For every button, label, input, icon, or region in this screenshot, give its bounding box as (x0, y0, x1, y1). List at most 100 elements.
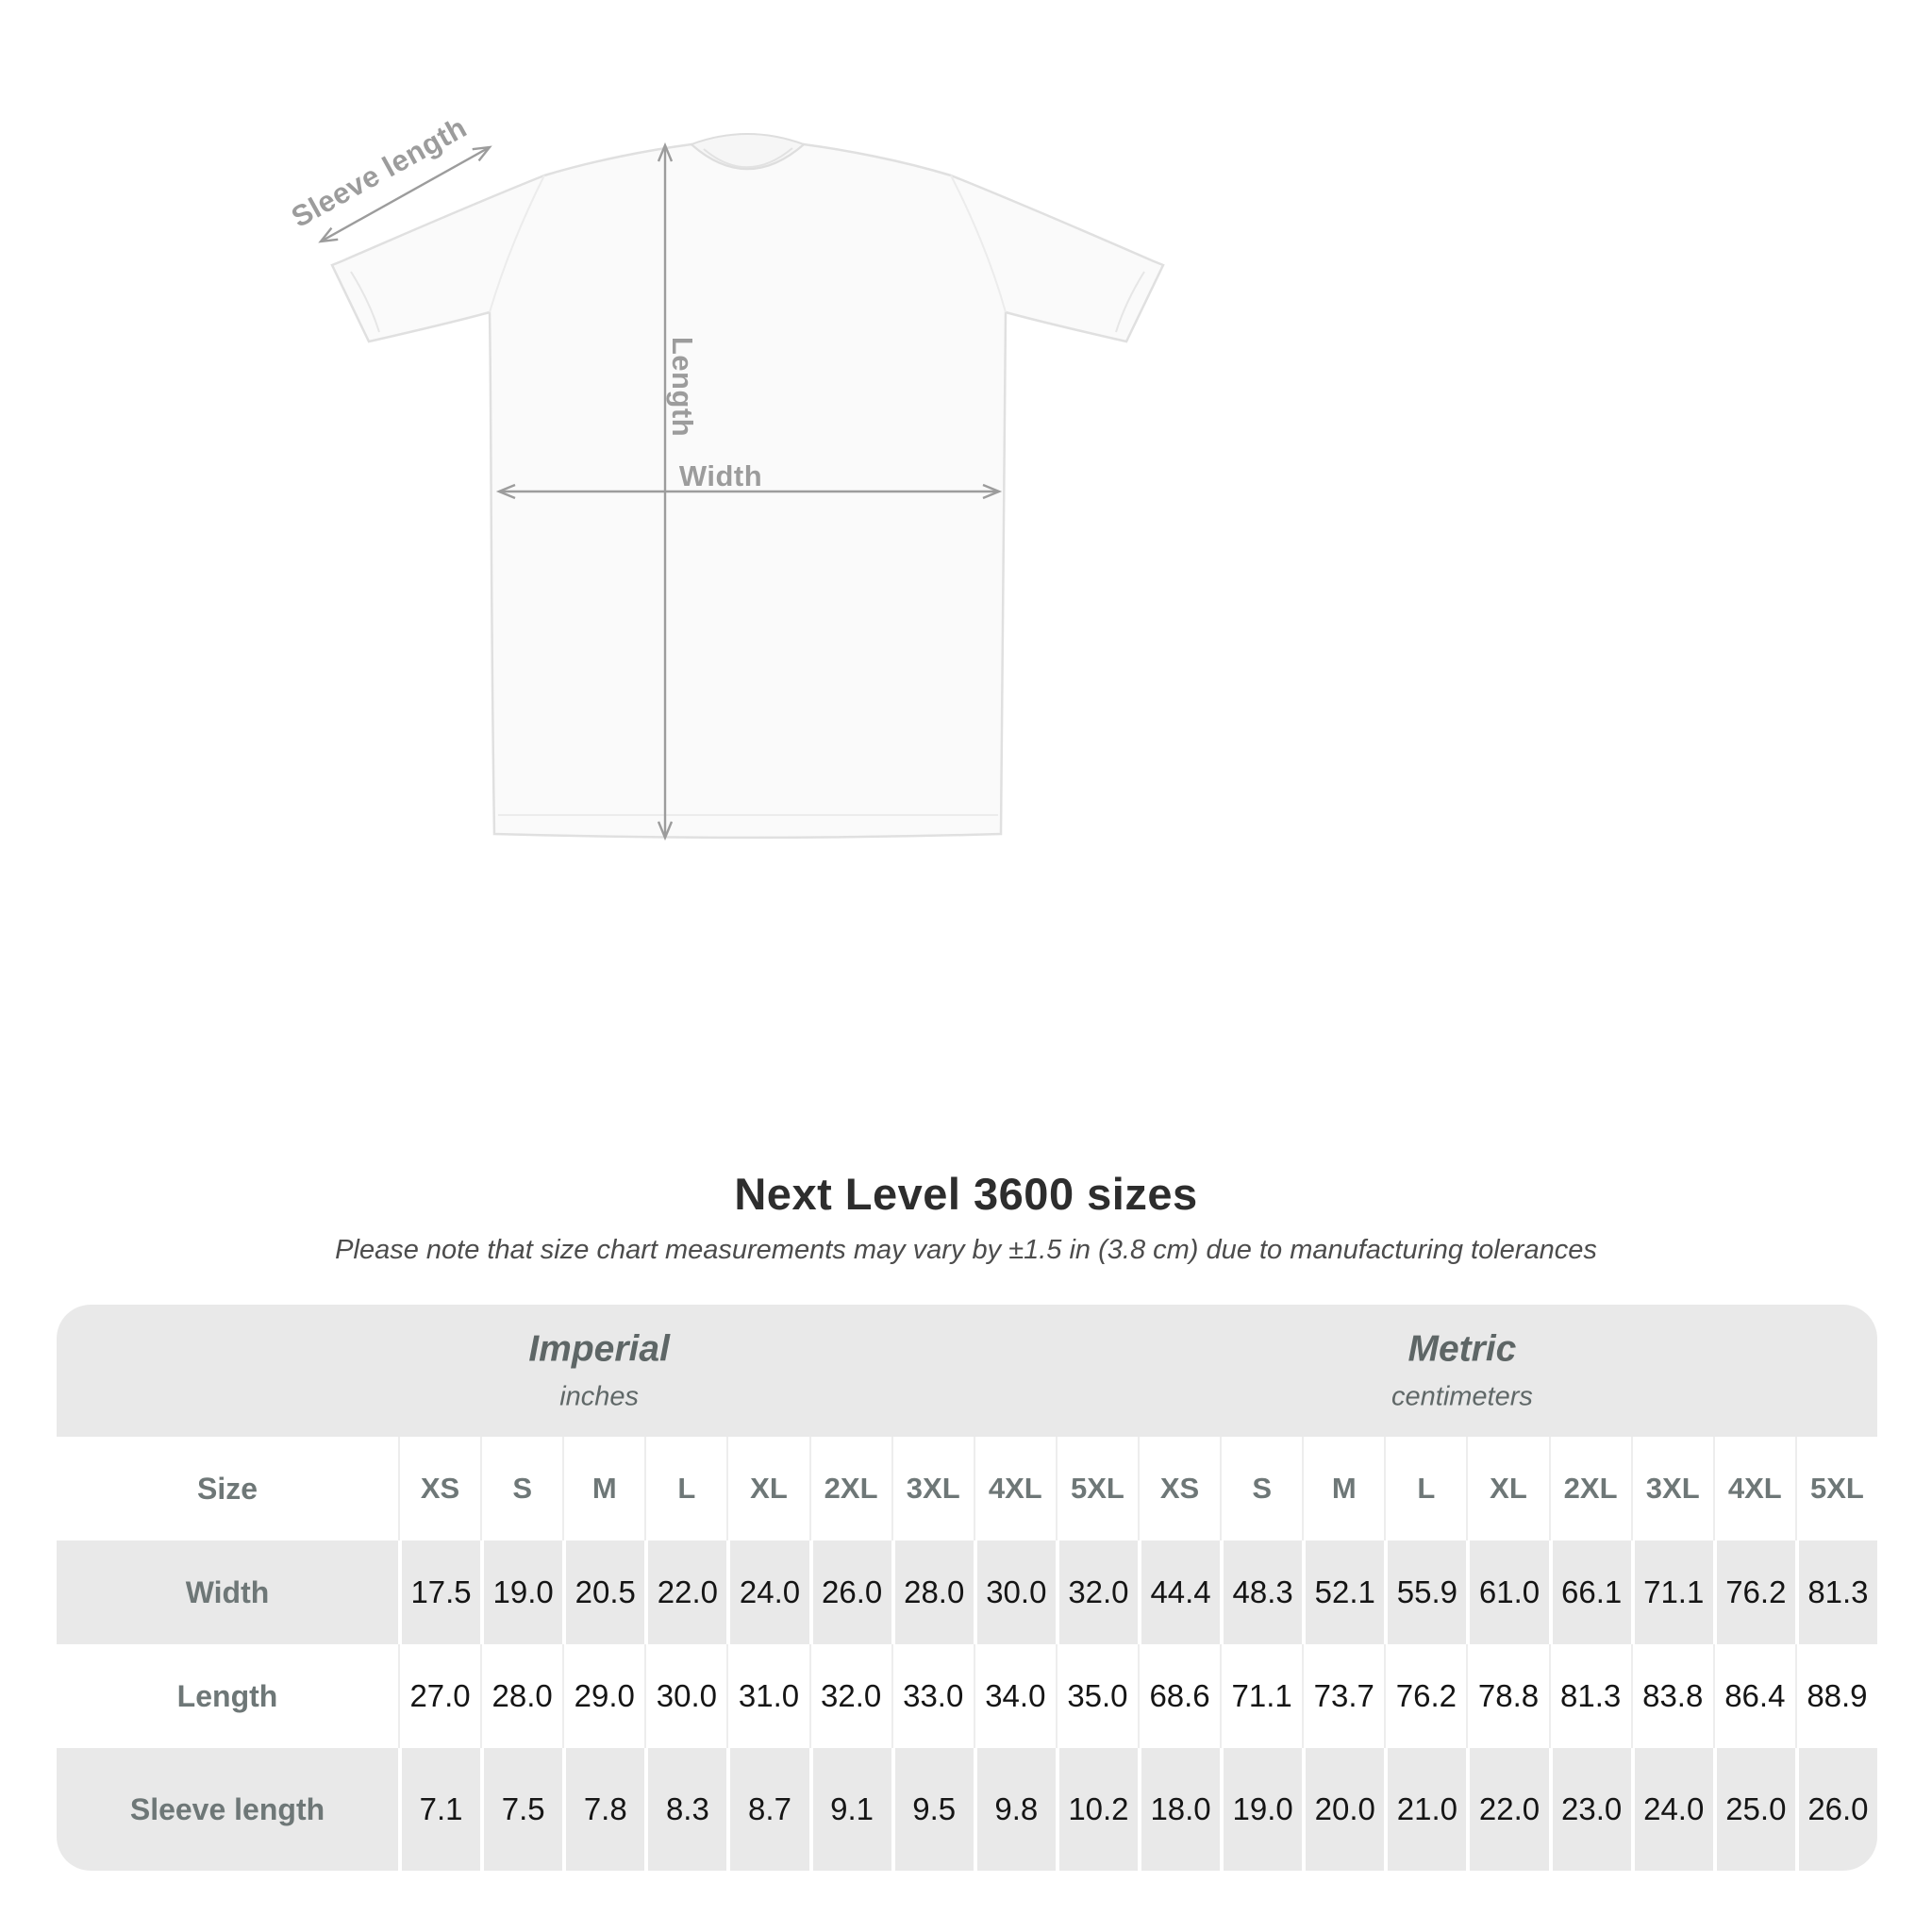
table-rows: Size XS S M L XL 2XL 3XL 4XL 5XL XS S M L XL 2XL 3XL 4XL 5… (57, 1437, 1877, 1871)
value-cell: 10.2 (1055, 1748, 1138, 1871)
size-column-header: XS (398, 1437, 480, 1541)
size-column-header: L (644, 1437, 726, 1541)
value-cell: 34.0 (973, 1644, 1056, 1748)
value-cell: 20.0 (1302, 1748, 1384, 1871)
value-cell: 48.3 (1220, 1541, 1302, 1644)
metric-header: Metric centimeters (1391, 1329, 1533, 1413)
tshirt-measurement-diagram: Sleeve length Length Width (0, 0, 1932, 953)
sleeve-length-arrow (318, 145, 492, 243)
value-cell: 20.5 (562, 1541, 644, 1644)
tolerance-note: Please note that size chart measurements… (335, 1235, 1597, 1265)
value-cell: 24.0 (1630, 1748, 1713, 1871)
value-cell: 52.1 (1302, 1541, 1384, 1644)
imperial-header: Imperial inches (528, 1329, 670, 1413)
metric-title: Metric (1407, 1328, 1517, 1370)
right-cuff-seam (1115, 271, 1145, 333)
value-cell: 18.0 (1138, 1748, 1220, 1871)
size-column-header: XL (726, 1437, 808, 1541)
value-cell: 8.3 (644, 1748, 726, 1871)
row-label: Width (185, 1574, 270, 1609)
size-column-header: 5XL (1794, 1437, 1877, 1541)
value-cell: 28.0 (891, 1541, 974, 1644)
value-cell: 7.1 (398, 1748, 480, 1871)
measurement-row: Length 27.0 28.0 29.0 30.0 31.0 32.0 33.0 34.0 35… (57, 1644, 1877, 1748)
size-column-header: 5XL (1055, 1437, 1138, 1541)
size-column-header: M (562, 1437, 644, 1541)
value-cell: 27.0 (398, 1644, 480, 1748)
value-cell: 61.0 (1466, 1541, 1548, 1644)
size-header-row: Size XS S M L XL 2XL 3XL 4XL 5XL XS S M L XL 2XL 3XL 4XL 5… (57, 1437, 1877, 1541)
value-cell: 76.2 (1384, 1644, 1466, 1748)
value-cell: 44.4 (1138, 1541, 1220, 1644)
value-cell: 8.7 (726, 1748, 808, 1871)
size-table: Imperial inches Metric centimeters Size X… (57, 1305, 1877, 1871)
metric-unit: centimeters (1391, 1381, 1533, 1412)
right-sleeve-seam (950, 175, 1007, 313)
value-cell: 68.6 (1138, 1644, 1220, 1748)
row-label: Sleeve length (129, 1791, 325, 1826)
value-cell: 30.0 (973, 1541, 1056, 1644)
value-cell: 17.5 (398, 1541, 480, 1644)
value-cell: 86.4 (1712, 1644, 1795, 1748)
value-cell: 30.0 (644, 1644, 726, 1748)
value-cell: 78.8 (1466, 1644, 1548, 1748)
value-cell: 24.0 (726, 1541, 808, 1644)
value-cell: 26.0 (1794, 1748, 1877, 1871)
value-cell: 9.1 (808, 1748, 891, 1871)
length-label: Length (666, 336, 699, 438)
value-cell: 19.0 (480, 1541, 562, 1644)
measurement-row: Width 17.5 19.0 20.5 22.0 24.0 26.0 28.0 30.0 32.… (57, 1541, 1877, 1644)
value-cell: 26.0 (808, 1541, 891, 1644)
value-cell: 9.8 (973, 1748, 1056, 1871)
value-cell: 71.1 (1220, 1644, 1302, 1748)
size-column-header: S (1220, 1437, 1302, 1541)
value-cell: 21.0 (1384, 1748, 1466, 1871)
value-cell: 31.0 (726, 1644, 808, 1748)
value-cell: 22.0 (644, 1541, 726, 1644)
size-column-header: S (480, 1437, 562, 1541)
value-cell: 22.0 (1466, 1748, 1548, 1871)
size-column-header: 2XL (808, 1437, 891, 1541)
size-column-header: XL (1466, 1437, 1548, 1541)
value-cell: 73.7 (1302, 1644, 1384, 1748)
value-cell: 71.1 (1630, 1541, 1713, 1644)
row-label: Length (176, 1678, 278, 1713)
imperial-title: Imperial (528, 1328, 670, 1370)
size-column-header: 3XL (1630, 1437, 1713, 1541)
value-cell: 7.5 (480, 1748, 562, 1871)
value-cell: 19.0 (1220, 1748, 1302, 1871)
size-column-header: M (1302, 1437, 1384, 1541)
value-cell: 33.0 (891, 1644, 974, 1748)
value-cell: 23.0 (1548, 1748, 1631, 1871)
value-cell: 28.0 (480, 1644, 562, 1748)
value-cell: 66.1 (1548, 1541, 1631, 1644)
value-cell: 7.8 (562, 1748, 644, 1871)
title-block: Next Level 3600 sizes Please note that s… (0, 1168, 1932, 1266)
page-title: Next Level 3600 sizes (734, 1169, 1198, 1219)
size-column-header: 4XL (973, 1437, 1056, 1541)
width-label: Width (678, 459, 763, 492)
value-cell: 81.3 (1794, 1541, 1877, 1644)
size-column-header: 4XL (1712, 1437, 1795, 1541)
value-cell: 76.2 (1712, 1541, 1795, 1644)
size-column-header: XS (1138, 1437, 1220, 1541)
value-cell: 29.0 (562, 1644, 644, 1748)
value-cell: 88.9 (1794, 1644, 1877, 1748)
imperial-unit: inches (559, 1381, 640, 1412)
value-cell: 55.9 (1384, 1541, 1466, 1644)
measurement-row: Sleeve length 7.1 7.5 7.8 8.3 8.7 9.1 9.5 9.8 10.… (57, 1748, 1877, 1871)
table-unit-header: Imperial inches Metric centimeters (57, 1305, 1877, 1437)
size-column-header: 2XL (1548, 1437, 1631, 1541)
value-cell: 32.0 (808, 1644, 891, 1748)
left-sleeve-seam (489, 175, 545, 313)
tshirt-collar-inner-seam (703, 147, 793, 169)
value-cell: 35.0 (1055, 1644, 1138, 1748)
size-column-header: L (1384, 1437, 1466, 1541)
value-cell: 25.0 (1712, 1748, 1795, 1871)
row-label: Size (196, 1471, 258, 1506)
tshirt-illustration (318, 133, 1165, 841)
value-cell: 83.8 (1630, 1644, 1713, 1748)
value-cell: 81.3 (1548, 1644, 1631, 1748)
left-cuff-seam (350, 271, 380, 333)
size-column-header: 3XL (891, 1437, 974, 1541)
